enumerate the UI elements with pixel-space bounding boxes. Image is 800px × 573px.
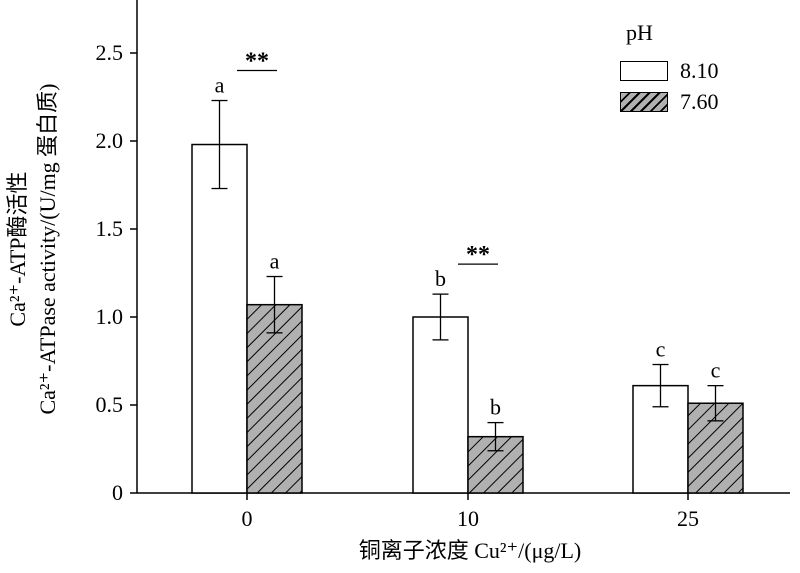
x-tick-label: 10 (457, 506, 479, 531)
y-tick-label: 2.5 (96, 40, 124, 65)
bar-ph-7-60-cu-0 (246, 303, 303, 494)
significance-letter: a (270, 249, 280, 274)
legend-title: pH (626, 20, 653, 45)
legend-item-ph-8-10: 8.10 (620, 57, 790, 87)
significance-letter: a (215, 73, 225, 98)
bar-ph-8-10-cu-10 (412, 316, 469, 494)
y-tick-label: 2.0 (96, 128, 124, 153)
y-axis-label-chinese: Ca²⁺-ATP酶活性 (5, 171, 30, 327)
y-axis-label-english: Ca²⁺-ATPase activity/(U/mg 蛋白质) (35, 83, 60, 415)
significance-letter: c (711, 358, 721, 383)
significance-stars: ** (245, 49, 269, 75)
significance-letter: b (490, 395, 501, 420)
x-axis-label: 铜离子浓度 Cu²⁺/(μg/L) (358, 538, 582, 563)
y-tick-label: 0 (112, 480, 123, 505)
bar-ph-8-10-cu-0 (191, 143, 248, 494)
y-tick-label: 0.5 (96, 392, 124, 417)
significance-letter: b (435, 266, 446, 291)
x-tick-label: 25 (677, 506, 699, 531)
significance-letter: c (656, 337, 666, 362)
y-tick-label: 1.0 (96, 304, 124, 329)
legend-label: 7.60 (680, 89, 719, 114)
chart-axes: 0 0.5 1.0 1.5 2.0 2.5 0 10 25 (96, 0, 790, 531)
legend-swatch-white (620, 61, 668, 81)
chart-bars (191, 99, 744, 494)
legend-item-ph-7-60: 7.60 (620, 88, 790, 118)
legend-swatch-hatched (620, 92, 668, 112)
x-tick-label: 0 (242, 506, 253, 531)
chart-annotations: a b c a b c ** ** (215, 49, 721, 420)
y-tick-label: 1.5 (96, 216, 124, 241)
legend-label: 8.10 (680, 58, 719, 83)
significance-stars: ** (466, 242, 490, 268)
